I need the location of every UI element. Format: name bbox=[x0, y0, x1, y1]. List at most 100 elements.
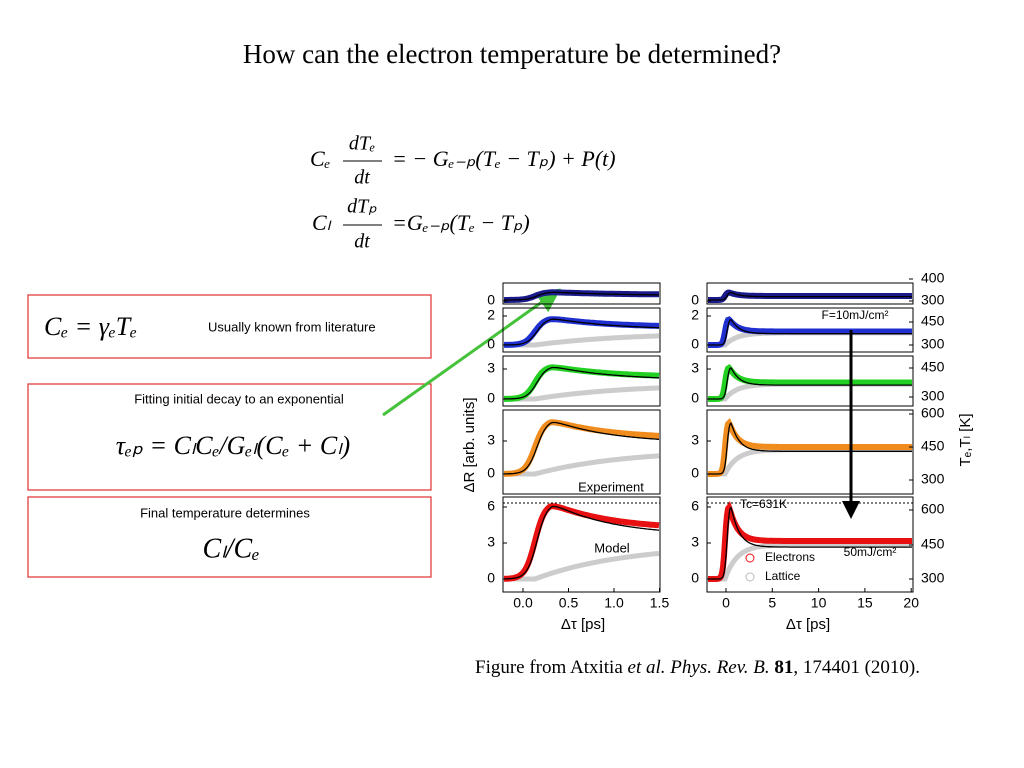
y-tick-label: 0 bbox=[487, 390, 495, 406]
eq-num: dTₑ bbox=[349, 133, 375, 155]
x-tick-label: 1.5 bbox=[650, 595, 670, 611]
electron-curve bbox=[708, 364, 912, 402]
electron-curve bbox=[504, 419, 659, 477]
model-curve bbox=[708, 291, 912, 301]
y-tick-label: 0 bbox=[691, 465, 699, 481]
caption-text: Figure from Atxitia bbox=[475, 657, 628, 678]
y2-tick-label: 300 bbox=[921, 292, 945, 308]
legend-label: Electrons bbox=[765, 550, 815, 564]
x-tick-label: 1.0 bbox=[604, 595, 624, 611]
x-tick-label: 0.5 bbox=[559, 595, 579, 611]
electron-curve bbox=[504, 364, 660, 402]
caption: Figure from Atxitia et al. Phys. Rev. B.… bbox=[475, 657, 920, 679]
y-tick-label: 0 bbox=[691, 570, 699, 586]
model-curve bbox=[708, 367, 912, 400]
panel-frame bbox=[706, 282, 914, 305]
annotation: F=10mJ/cm² bbox=[821, 308, 888, 322]
panel-frame bbox=[502, 282, 661, 305]
eq-lhs: Cₗ bbox=[312, 210, 332, 235]
y-tick-label: 3 bbox=[487, 432, 495, 448]
y2-tick-label: 450 bbox=[921, 536, 945, 552]
electron-curve bbox=[708, 500, 912, 582]
electron-curve bbox=[504, 503, 660, 582]
panel-frame bbox=[706, 355, 914, 407]
y-tick-label: 0 bbox=[487, 570, 495, 586]
eq-rhs: =Gₑ₋ₚ(Tₑ − Tₚ) bbox=[392, 210, 530, 235]
box bbox=[27, 294, 432, 359]
caption-text: et al. Phys. Rev. B. bbox=[627, 657, 770, 678]
y2-tick-label: 400 bbox=[921, 270, 945, 286]
x-tick-label: 20 bbox=[903, 595, 919, 611]
panel-frame bbox=[502, 355, 661, 407]
box bbox=[27, 496, 432, 578]
y-axis-label: ΔR [arb. units] bbox=[461, 397, 478, 492]
x-tick-label: 0 bbox=[722, 595, 730, 611]
y-tick-label: 0 bbox=[487, 465, 495, 481]
caption-text: , 174401 (2010). bbox=[793, 657, 921, 678]
model-curve bbox=[504, 505, 660, 580]
y-tick-label: 0 bbox=[691, 292, 699, 308]
annotation: Experiment bbox=[578, 479, 644, 494]
y-tick-label: 0 bbox=[691, 336, 699, 352]
arrow bbox=[382, 288, 561, 417]
electron-curve bbox=[708, 418, 912, 477]
x-axis-label: Δτ [ps] bbox=[786, 616, 830, 633]
y-tick-label: 6 bbox=[691, 498, 699, 514]
y-tick-label: 3 bbox=[487, 360, 495, 376]
model-curve bbox=[504, 291, 659, 301]
y-tick-label: 3 bbox=[691, 432, 699, 448]
y2-tick-label: 450 bbox=[921, 438, 945, 454]
y-tick-label: 3 bbox=[691, 360, 699, 376]
eq-den: dt bbox=[354, 167, 370, 189]
model-curve bbox=[708, 318, 912, 346]
panel-frame bbox=[706, 307, 914, 353]
box-text: Fitting initial decay to an exponential bbox=[134, 391, 344, 406]
box-formula: τₑₚ = CₗCₑ/Gₑₗ(Cₑ + Cₗ) bbox=[116, 431, 350, 460]
box-text: Usually known from literature bbox=[208, 319, 376, 334]
lattice-curve bbox=[504, 550, 660, 582]
y-tick-label: 2 bbox=[691, 307, 699, 323]
y2-tick-label: 600 bbox=[921, 405, 945, 421]
annotation: Model bbox=[594, 540, 630, 555]
panel-frame bbox=[502, 496, 661, 593]
model-curve bbox=[708, 422, 912, 475]
y2-tick-label: 300 bbox=[921, 388, 945, 404]
y-tick-label: 0 bbox=[487, 292, 495, 308]
y2-tick-label: 450 bbox=[921, 359, 945, 375]
y2-axis-label: Tₑ,Tₗ [K] bbox=[957, 413, 974, 466]
x-tick-label: 5 bbox=[768, 595, 776, 611]
eq-den: dt bbox=[354, 231, 370, 253]
lattice-curve bbox=[708, 330, 912, 348]
lattice-curve bbox=[504, 385, 659, 402]
y-tick-label: 2 bbox=[487, 307, 495, 323]
lattice-curve bbox=[504, 333, 659, 348]
y-tick-label: 3 bbox=[487, 534, 495, 550]
y-tick-label: 3 bbox=[691, 534, 699, 550]
eq-lhs: Cₑ bbox=[310, 146, 331, 171]
lattice-curve bbox=[708, 447, 912, 477]
box-formula: Cₗ/Cₑ bbox=[202, 533, 259, 564]
eq-rhs: = − Gₑ₋ₚ(Tₑ − Tₚ) + P(t) bbox=[392, 146, 616, 171]
panel-frame bbox=[706, 409, 914, 495]
electron-curve bbox=[504, 316, 659, 348]
box-formula: Cₑ = γₑTₑ bbox=[44, 312, 137, 341]
panel-frame bbox=[502, 307, 661, 353]
y2-tick-label: 450 bbox=[921, 313, 945, 329]
annotation: Tc=631K bbox=[740, 497, 787, 511]
x-tick-label: 10 bbox=[811, 595, 827, 611]
y-tick-label: 0 bbox=[487, 336, 495, 352]
model-curve bbox=[504, 421, 659, 475]
lattice-curve bbox=[708, 381, 912, 402]
y2-tick-label: 300 bbox=[921, 336, 945, 352]
legend-label: Lattice bbox=[765, 569, 801, 583]
title: How can the electron temperature be dete… bbox=[243, 39, 781, 69]
model-curve bbox=[708, 506, 912, 580]
y2-tick-label: 300 bbox=[921, 570, 945, 586]
y-tick-label: 0 bbox=[691, 390, 699, 406]
model-curve bbox=[504, 318, 660, 346]
model-curve bbox=[503, 366, 659, 400]
box-text: Final temperature determines bbox=[140, 505, 310, 520]
x-axis-label: Δτ [ps] bbox=[561, 616, 605, 633]
